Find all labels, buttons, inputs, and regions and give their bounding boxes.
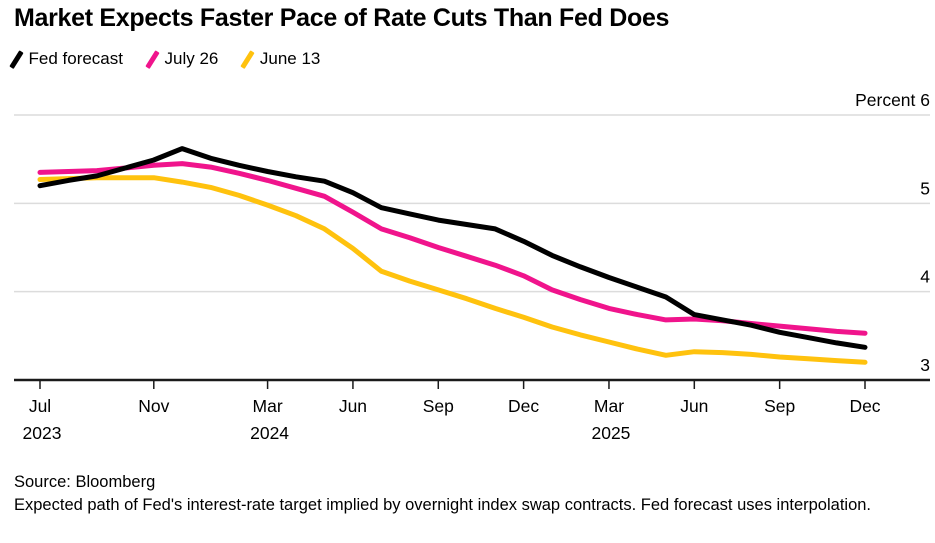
gridlines [14, 114, 930, 293]
x-tick-label: Sep [423, 396, 454, 416]
rate-chart: Percent 6 5 4 3 Jul 2023 Nov Mar 2024 Jun Sep Dec Ma… [14, 90, 930, 443]
x-tick-label: Jun [339, 396, 367, 416]
chart-legend: Fed forecast July 26 June 13 [9, 49, 321, 69]
legend-label: June 13 [259, 49, 321, 68]
note-text: Expected path of Fed's interest-rate tar… [14, 496, 872, 514]
x-tick-label: Nov [138, 396, 169, 416]
x-tick-label: Dec [508, 396, 539, 416]
legend-item-fed-forecast: Fed forecast [9, 49, 124, 69]
legend-item-june-13: June 13 [240, 49, 321, 69]
chart-footer: Source: Bloomberg Expected path of Fed's… [14, 471, 926, 517]
y-tick-label-4: 4 [920, 267, 930, 287]
x-tick-label: Dec [849, 396, 880, 416]
y-tick-label-5: 5 [920, 178, 930, 198]
x-year-label: 2024 [250, 423, 289, 443]
x-year-label: 2023 [23, 423, 62, 443]
x-tick-label: Jun [680, 396, 708, 416]
x-tick-label: Jul [29, 396, 51, 416]
series-line-june-13 [37, 175, 868, 365]
legend-label: Fed forecast [28, 49, 124, 68]
legend-item-july-26: July 26 [145, 49, 219, 69]
y-tick-label-6: Percent 6 [855, 90, 930, 110]
x-tick-label: Mar [594, 396, 624, 416]
y-tick-label-3: 3 [920, 355, 930, 375]
series-line-fed-forecast [37, 146, 868, 350]
x-axis-ticks: Jul 2023 Nov Mar 2024 Jun Sep Dec Mar 2025 Jun Sep D… [23, 380, 881, 443]
source-text: Source: Bloomberg [14, 473, 156, 491]
chart-title: Market Expects Faster Pace of Rate Cuts … [14, 4, 670, 32]
series-line-july-26 [37, 161, 868, 336]
legend-label: July 26 [164, 49, 219, 68]
x-year-label: 2025 [591, 423, 630, 443]
y-axis-labels: Percent 6 5 4 3 [855, 90, 930, 375]
x-tick-label: Mar [253, 396, 283, 416]
x-tick-label: Sep [764, 396, 795, 416]
